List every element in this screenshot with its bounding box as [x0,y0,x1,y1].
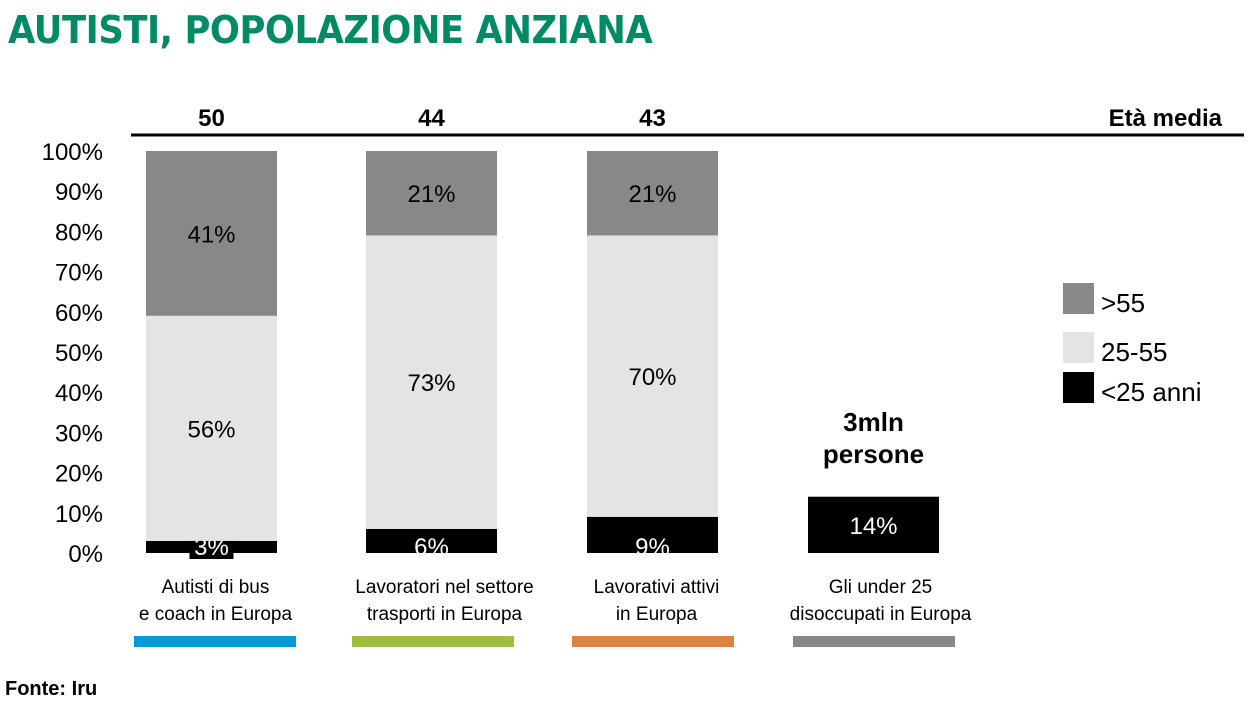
data-label: 56% [187,416,235,443]
bar-segment [808,496,939,553]
legend-label: 25-55 [1101,337,1168,367]
y-tick-label: 10% [55,501,103,528]
category-label: disoccupati in Europa [790,604,972,625]
annotation-text: persone [823,439,924,469]
category-label: Lavorativi attivi [594,577,720,598]
y-tick-label: 30% [55,420,103,447]
category-accent-bar [352,636,514,647]
bar-segment [366,151,497,236]
source-note: Fonte: Iru [5,678,98,700]
avg-age-value: 50 [198,105,225,132]
avg-age-value: 43 [639,105,666,132]
bar-segment [587,235,718,517]
y-tick-label: 80% [55,219,103,246]
avg-age-value: 44 [418,105,445,132]
avg-age-label: Età media [1109,105,1223,132]
data-label: 14% [849,513,897,540]
category-accent-bar [134,636,296,647]
y-tick-label: 0% [68,541,103,568]
bar-segment [366,528,497,553]
y-tick-label: 40% [55,380,103,407]
data-label: 21% [628,181,676,208]
y-tick-label: 100% [42,139,103,166]
y-tick-label: 50% [55,340,103,367]
y-tick-label: 70% [55,260,103,287]
category-label: Autisti di bus [162,577,270,598]
y-tick-label: 20% [55,461,103,488]
y-tick-label: 60% [55,300,103,327]
category-accent-bar [793,636,955,647]
category-label: in Europa [616,604,698,625]
legend-label: >55 [1101,288,1145,318]
legend-swatch [1063,283,1094,314]
data-label: 41% [187,221,235,248]
data-label: 73% [407,370,455,397]
legend-label: <25 anni [1101,377,1201,407]
data-label-background [189,537,234,559]
category-label: Gli under 25 [829,577,933,598]
category-accent-bar [572,636,734,647]
category-label: trasporti in Europa [367,604,523,625]
category-label: e coach in Europa [139,604,293,625]
bar-segment [146,151,277,316]
bar-segment [366,235,497,529]
legend-swatch [1063,332,1094,363]
bar-segment [587,151,718,236]
bar-segment [587,516,718,553]
legend-swatch [1063,372,1094,403]
chart-title: AUTISTI, POPOLAZIONE ANZIANA [8,8,653,52]
data-label: 21% [407,181,455,208]
y-tick-label: 90% [55,179,103,206]
category-label: Lavoratori nel settore [355,577,534,598]
bar-segment [146,315,277,541]
annotation-text: 3mln [843,407,904,437]
data-label: 70% [628,364,676,391]
data-label: 6% [414,534,449,561]
data-label: 9% [635,534,670,561]
